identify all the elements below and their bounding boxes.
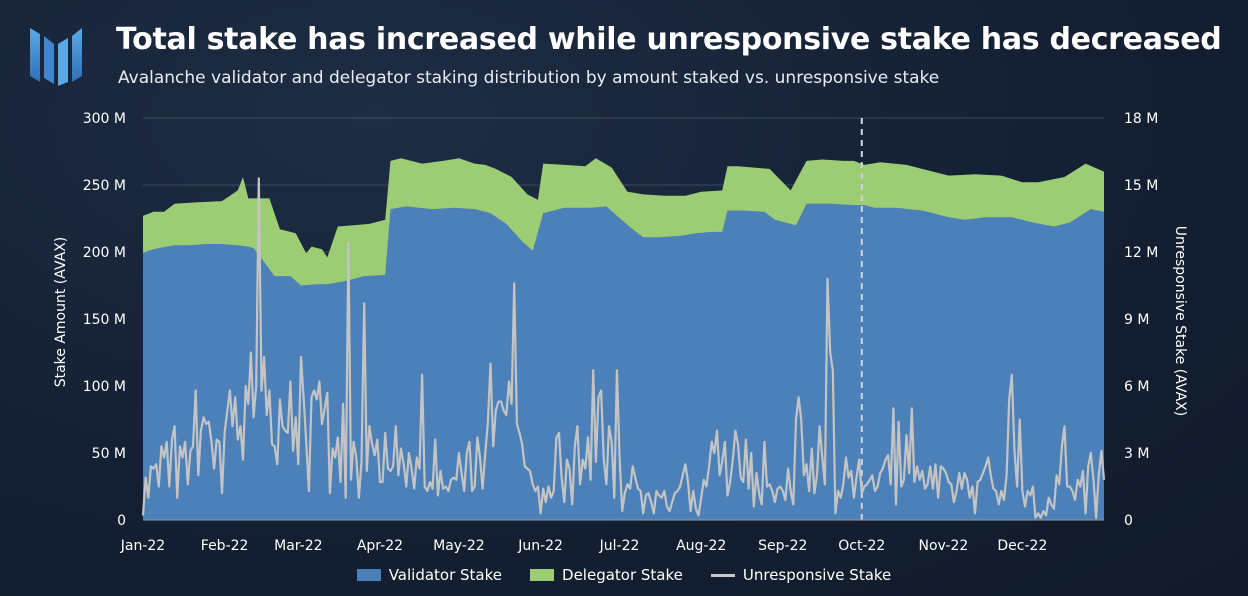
left-tick-label: 0	[117, 513, 126, 529]
x-tick-label: Oct-22	[838, 538, 885, 554]
chart-title: Total stake has increased while unrespon…	[116, 22, 1222, 57]
left-tick-label: 200 M	[83, 245, 126, 261]
x-tick-label: Mar-22	[274, 538, 322, 554]
chart-legend: Validator Stake Delegator Stake Unrespon…	[0, 566, 1248, 584]
right-tick-label: 6 M	[1124, 379, 1149, 395]
legend-item-delegator: Delegator Stake	[530, 566, 683, 584]
left-tick-label: 150 M	[83, 312, 126, 328]
x-tick-label: Jun-22	[517, 538, 563, 554]
x-tick-label: Aug-22	[676, 538, 726, 554]
right-tick-label: 18 M	[1124, 111, 1158, 127]
left-axis-ticks: 0 50 M 100 M 150 M 200 M 250 M 300 M	[83, 111, 126, 529]
x-tick-label: Sep-22	[758, 538, 807, 554]
unresponsive-swatch	[710, 573, 735, 577]
left-tick-label: 250 M	[83, 178, 126, 194]
legend-label-unresponsive: Unresponsive Stake	[742, 566, 892, 584]
right-axis-title: Unresponsive Stake (AVAX)	[1172, 226, 1188, 416]
right-tick-label: 15 M	[1124, 178, 1158, 194]
validator-stake-area	[143, 203, 1104, 521]
x-axis-ticks: Jan-22 Feb-22 Mar-22 Apr-22 May-22 Jun-22 Jul-…	[120, 538, 1048, 554]
x-tick-label: Jan-22	[120, 538, 165, 554]
x-tick-label: Feb-22	[201, 538, 249, 554]
right-tick-label: 12 M	[1124, 245, 1158, 261]
legend-label-delegator: Delegator Stake	[562, 566, 683, 584]
x-tick-label: Apr-22	[357, 538, 403, 554]
right-tick-label: 9 M	[1124, 312, 1149, 328]
x-tick-label: Jul-22	[599, 538, 640, 554]
right-tick-label: 0	[1124, 513, 1133, 529]
left-tick-label: 50 M	[92, 446, 126, 462]
x-tick-label: Dec-22	[997, 538, 1047, 554]
x-tick-label: Nov-22	[918, 538, 968, 554]
brand-logo	[30, 28, 82, 86]
right-axis-ticks: 0 3 M 6 M 9 M 12 M 15 M 18 M	[1124, 111, 1158, 529]
chart-subtitle: Avalanche validator and delegator stakin…	[118, 68, 940, 88]
left-tick-label: 100 M	[83, 379, 126, 395]
left-tick-label: 300 M	[83, 111, 126, 127]
legend-item-validator: Validator Stake	[356, 566, 503, 584]
validator-swatch	[356, 569, 381, 581]
x-tick-label: May-22	[433, 538, 485, 554]
left-axis-title: Stake Amount (AVAX)	[53, 237, 69, 388]
delegator-swatch	[530, 569, 555, 581]
unresponsive-stake-line	[141, 177, 1106, 519]
legend-item-unresponsive: Unresponsive Stake	[710, 566, 892, 584]
legend-label-validator: Validator Stake	[388, 566, 503, 584]
right-tick-label: 3 M	[1124, 446, 1149, 462]
